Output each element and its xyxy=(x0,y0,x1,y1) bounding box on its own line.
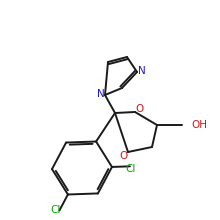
Text: O: O xyxy=(119,151,127,161)
Text: OH: OH xyxy=(191,120,207,130)
Text: N: N xyxy=(138,66,146,76)
Text: O: O xyxy=(136,104,144,114)
Text: Cl: Cl xyxy=(126,164,136,174)
Text: N: N xyxy=(97,89,105,99)
Text: Cl: Cl xyxy=(50,205,61,215)
